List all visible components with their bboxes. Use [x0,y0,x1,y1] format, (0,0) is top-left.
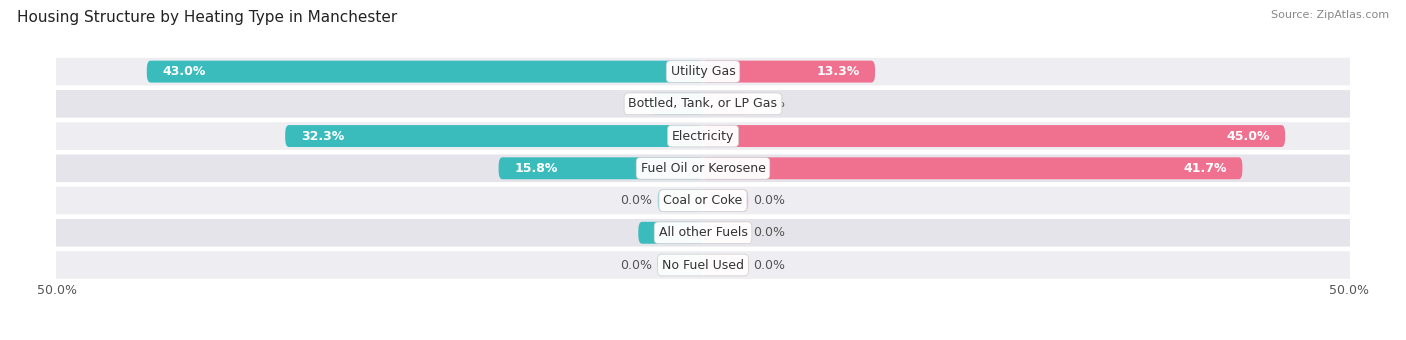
FancyBboxPatch shape [703,254,748,276]
Text: 41.7%: 41.7% [1184,162,1227,175]
Text: 0.0%: 0.0% [754,194,786,207]
Text: 0.0%: 0.0% [620,258,652,272]
Text: No Fuel Used: No Fuel Used [662,258,744,272]
Text: 45.0%: 45.0% [1226,130,1270,142]
FancyBboxPatch shape [37,121,1369,151]
FancyBboxPatch shape [37,89,1369,119]
FancyBboxPatch shape [658,190,703,211]
FancyBboxPatch shape [37,57,1369,86]
FancyBboxPatch shape [703,222,748,244]
FancyBboxPatch shape [703,93,748,115]
Text: 0.0%: 0.0% [754,226,786,239]
FancyBboxPatch shape [703,190,748,211]
FancyBboxPatch shape [37,250,1369,280]
FancyBboxPatch shape [703,61,875,83]
Text: 50.0%: 50.0% [1329,284,1369,296]
FancyBboxPatch shape [638,222,703,244]
FancyBboxPatch shape [37,153,1369,183]
FancyBboxPatch shape [37,218,1369,248]
Text: 15.8%: 15.8% [515,162,558,175]
Text: 13.3%: 13.3% [817,65,859,78]
Text: Electricity: Electricity [672,130,734,142]
Text: Bottled, Tank, or LP Gas: Bottled, Tank, or LP Gas [628,97,778,110]
Text: 0.0%: 0.0% [620,194,652,207]
Text: 50.0%: 50.0% [37,284,77,296]
Text: Source: ZipAtlas.com: Source: ZipAtlas.com [1271,10,1389,20]
Text: Coal or Coke: Coal or Coke [664,194,742,207]
FancyBboxPatch shape [499,157,703,179]
Text: Fuel Oil or Kerosene: Fuel Oil or Kerosene [641,162,765,175]
Text: Housing Structure by Heating Type in Manchester: Housing Structure by Heating Type in Man… [17,10,396,25]
Text: 0.0%: 0.0% [754,258,786,272]
Text: 32.3%: 32.3% [301,130,344,142]
FancyBboxPatch shape [703,125,1285,147]
Text: 4.0%: 4.0% [666,97,702,110]
Text: 5.0%: 5.0% [654,226,689,239]
Text: 0.0%: 0.0% [754,97,786,110]
FancyBboxPatch shape [703,157,1243,179]
Text: All other Fuels: All other Fuels [658,226,748,239]
FancyBboxPatch shape [658,254,703,276]
FancyBboxPatch shape [146,61,703,83]
FancyBboxPatch shape [285,125,703,147]
Text: 43.0%: 43.0% [162,65,205,78]
FancyBboxPatch shape [37,186,1369,215]
FancyBboxPatch shape [651,93,703,115]
Text: Utility Gas: Utility Gas [671,65,735,78]
